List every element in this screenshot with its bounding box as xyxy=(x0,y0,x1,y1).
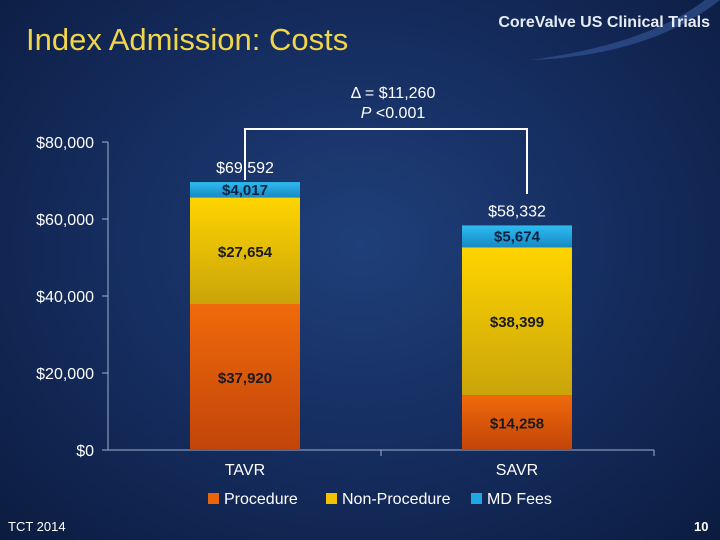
data-label-savr-non-procedure: $38,399 xyxy=(490,314,544,331)
p-value-symbol: P xyxy=(361,105,372,122)
legend-swatch-procedure xyxy=(208,493,219,504)
legend: Procedure Non-Procedure MD Fees xyxy=(208,491,552,508)
legend-label-non-procedure: Non-Procedure xyxy=(342,491,451,508)
bar-tavr-non-procedure xyxy=(190,197,300,305)
p-value-text: <0.001 xyxy=(371,105,425,122)
bar-savr-md-fees xyxy=(462,225,572,248)
bar-tavr-md-fees xyxy=(190,182,300,198)
y-tick-label: $0 xyxy=(76,443,94,460)
x-tick-label-tavr: TAVR xyxy=(225,462,265,479)
legend-swatch-md-fees xyxy=(471,493,482,504)
page-number: 10 xyxy=(694,519,709,534)
x-tick-label-savr: SAVR xyxy=(496,462,538,479)
legend-label-md-fees: MD Fees xyxy=(487,491,552,508)
data-label-tavr-non-procedure: $27,654 xyxy=(218,244,273,261)
data-label-savr-procedure: $14,258 xyxy=(490,416,544,433)
total-label-savr: $58,332 xyxy=(488,203,546,220)
y-tick-label: $80,000 xyxy=(36,135,94,152)
legend-swatch-non-procedure xyxy=(326,493,337,504)
data-label-tavr-md-fees: $4,017 xyxy=(222,182,268,199)
difference-bracket xyxy=(244,128,528,194)
y-tick-label: $40,000 xyxy=(36,289,94,306)
footer-conference: TCT 2014 xyxy=(8,519,66,534)
data-label-tavr-procedure: $37,920 xyxy=(218,370,272,387)
y-tick-label: $60,000 xyxy=(36,212,94,229)
delta-label: Δ = $11,260 xyxy=(351,85,436,102)
bar-savr-non-procedure xyxy=(462,247,572,396)
data-label-savr-md-fees: $5,674 xyxy=(494,228,541,245)
slide-title: Index Admission: Costs xyxy=(26,22,349,57)
bar-tavr-procedure xyxy=(190,304,300,450)
swoosh-logo-graphic xyxy=(530,0,720,60)
p-value-label: P <0.001 xyxy=(361,105,426,122)
corevalve-logo: CoreValve US Clinical Trials xyxy=(498,14,710,31)
bar-savr-procedure xyxy=(462,395,572,450)
legend-label-procedure: Procedure xyxy=(224,491,298,508)
bracket-line xyxy=(244,128,528,194)
y-tick-label: $20,000 xyxy=(36,366,94,383)
